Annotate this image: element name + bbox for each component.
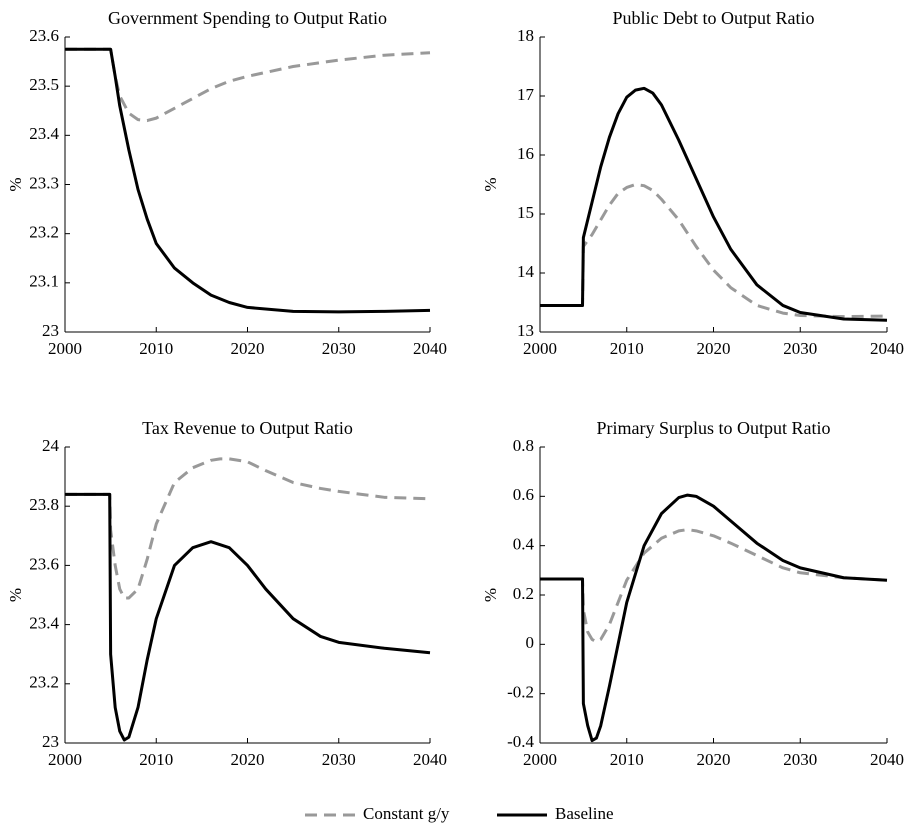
x-tick-label: 2030 [783, 750, 817, 769]
x-tick-label: 2020 [697, 339, 731, 358]
y-tick-label: 0.2 [513, 584, 534, 603]
y-tick-label: 23.2 [29, 673, 59, 692]
x-tick-label: 2040 [413, 750, 447, 769]
series-line [540, 493, 888, 743]
y-axis-label: % [481, 588, 500, 602]
y-tick-label: 23.2 [29, 223, 59, 242]
legend-label: Constant g/y [363, 804, 450, 823]
y-tick-label: 0.8 [513, 436, 534, 455]
y-tick-label: 23 [42, 732, 59, 751]
y-tick-label: 15 [517, 203, 534, 222]
x-tick-label: 2010 [610, 750, 644, 769]
y-tick-label: 23.5 [29, 75, 59, 94]
y-axis-label: % [6, 588, 25, 602]
series-line [540, 183, 888, 319]
chart-title: Tax Revenue to Output Ratio [142, 418, 353, 438]
y-tick-label: 23.8 [29, 495, 59, 514]
y-tick-label: -0.2 [507, 683, 534, 702]
y-axis-label: % [481, 177, 500, 191]
y-tick-label: 23.6 [29, 554, 59, 573]
y-tick-label: 0 [526, 633, 535, 652]
y-tick-label: 23.1 [29, 272, 59, 291]
x-tick-label: 2040 [413, 339, 447, 358]
chart-title: Government Spending to Output Ratio [108, 8, 387, 28]
y-tick-label: 17 [517, 85, 535, 104]
x-tick-label: 2030 [783, 339, 817, 358]
y-tick-label: 23.4 [29, 124, 59, 143]
x-tick-label: 2040 [870, 339, 904, 358]
y-tick-label: 24 [42, 436, 60, 455]
series-line [65, 47, 431, 314]
x-tick-label: 2010 [139, 750, 173, 769]
x-tick-label: 2040 [870, 750, 904, 769]
x-tick-label: 2000 [523, 750, 557, 769]
y-tick-label: 0.4 [513, 535, 535, 554]
x-tick-label: 2020 [231, 750, 265, 769]
series-line [540, 86, 888, 322]
y-tick-label: -0.4 [507, 732, 534, 751]
chart-title: Primary Surplus to Output Ratio [597, 418, 831, 438]
x-tick-label: 2000 [523, 339, 557, 358]
x-tick-label: 2010 [139, 339, 173, 358]
series-line [65, 457, 431, 600]
x-tick-label: 2030 [322, 750, 356, 769]
y-axis-label: % [6, 177, 25, 191]
y-tick-label: 23.4 [29, 614, 59, 633]
y-tick-label: 16 [517, 144, 534, 163]
chart-title: Public Debt to Output Ratio [613, 8, 815, 28]
y-tick-label: 18 [517, 26, 534, 45]
y-tick-label: 23.6 [29, 26, 59, 45]
y-tick-label: 23.3 [29, 173, 59, 192]
x-tick-label: 2010 [610, 339, 644, 358]
x-tick-label: 2020 [231, 339, 265, 358]
x-tick-label: 2030 [322, 339, 356, 358]
x-tick-label: 2020 [697, 750, 731, 769]
legend-label: Baseline [555, 804, 614, 823]
series-line [540, 528, 888, 644]
x-tick-label: 2000 [48, 750, 82, 769]
series-line [65, 492, 431, 742]
y-tick-label: 14 [517, 262, 535, 281]
x-tick-label: 2000 [48, 339, 82, 358]
y-tick-label: 13 [517, 321, 534, 340]
y-tick-label: 23 [42, 321, 59, 340]
y-tick-label: 0.6 [513, 485, 534, 504]
